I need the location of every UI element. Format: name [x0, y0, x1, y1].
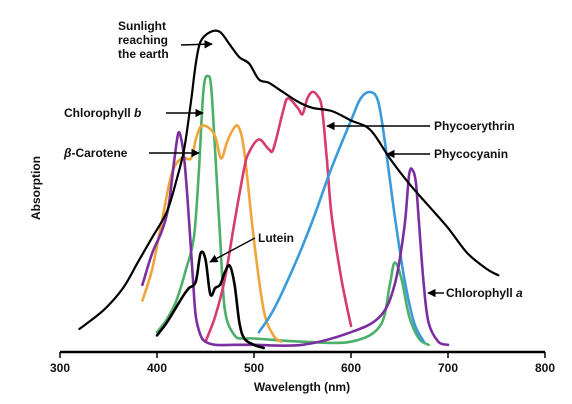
y-axis-title: Absorption	[29, 156, 43, 220]
curve-chlorophyll-b	[155, 74, 430, 347]
curve-phycoerythrin	[204, 90, 353, 343]
curve-phycocyanin	[257, 90, 426, 343]
x-tick-label-600: 600	[341, 361, 361, 375]
x-tick-label-700: 700	[438, 361, 458, 375]
annotation-phycoerythrin: Phycoerythrin	[326, 119, 515, 133]
x-tick-label-800: 800	[535, 361, 555, 375]
annotation-arrow-lutein	[209, 237, 256, 263]
x-tick-label-300: 300	[50, 361, 70, 375]
annotation-label-carotene: β-Carotene	[63, 146, 128, 160]
annotation-label-phycoerythrin: Phycoerythrin	[434, 119, 515, 133]
annotation-label-phycocyanin: Phycocyanin	[434, 147, 508, 161]
x-tick-layer: 300 400 500 600 700 800	[50, 352, 555, 375]
curve-sunlight-reaching-the-earth	[78, 29, 500, 331]
annotation-label-lutein: Lutein	[258, 231, 294, 245]
x-tick-label-400: 400	[147, 361, 167, 375]
annotation-label-chlorophyll-a: Chlorophyll a	[446, 286, 523, 300]
annotation-arrow-sunlight-reaching-the-earth	[180, 40, 213, 49]
annotation-chlorophyll-b: Chlorophyll b	[64, 106, 204, 120]
annotation-lutein: Lutein	[209, 231, 294, 263]
curve-chlorophyll-a	[141, 130, 450, 348]
x-tick-label-500: 500	[244, 361, 264, 375]
curves-layer	[78, 29, 500, 350]
annotation-label-chlorophyll-b: Chlorophyll b	[64, 106, 141, 120]
annotation-sunlight-reaching-the-earth: Sunlight reaching the earth	[118, 19, 213, 61]
annotation-phycocyanin: Phycocyanin	[386, 147, 508, 161]
annotation-layer: Sunlight reaching the earth Chlorophyll b β-…	[63, 19, 523, 300]
annotation-label-sunlight-reaching-the-earth: Sunlight reaching the earth	[118, 19, 169, 61]
annotation-chlorophyll-a: Chlorophyll a	[427, 286, 523, 300]
x-axis-title: Wavelength (nm)	[254, 380, 350, 394]
annotation-carotene: β-Carotene	[63, 146, 200, 160]
curve-lutein	[155, 250, 265, 350]
